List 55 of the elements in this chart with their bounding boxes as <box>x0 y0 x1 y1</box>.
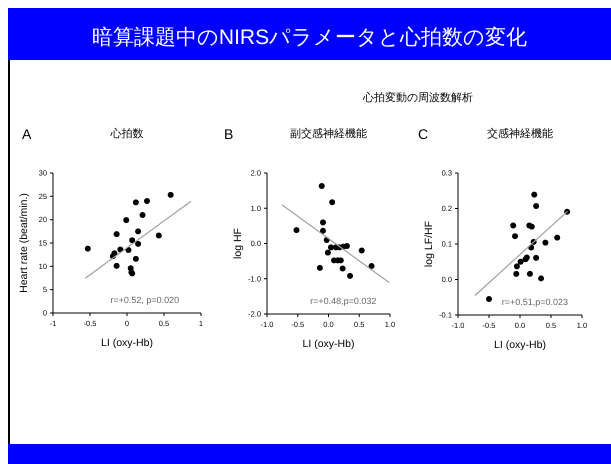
point <box>324 250 331 256</box>
point <box>294 227 300 234</box>
point <box>168 192 174 198</box>
text: C <box>418 126 428 142</box>
text: 暗算課題中のNIRSパラメータと心拍数の変化 <box>92 26 528 49</box>
point <box>542 240 548 246</box>
annotation: r=+0.52, p=0.020 <box>110 295 180 305</box>
chart-title: 副交感神経機能 <box>290 127 367 140</box>
point <box>554 234 560 241</box>
point <box>320 219 326 226</box>
chart-title: 心拍数 <box>110 127 144 140</box>
point <box>318 183 325 190</box>
x-axis-title: LI (oxy-Hb) <box>101 337 153 349</box>
point <box>510 222 516 229</box>
x-axis-title: LI (oxy-Hb) <box>494 339 546 351</box>
point <box>156 232 162 239</box>
chart-title: 交感神経機能 <box>487 127 553 140</box>
point <box>340 266 346 272</box>
text: A <box>22 126 32 142</box>
point <box>132 199 139 206</box>
y-axis-title: log HF <box>232 228 244 259</box>
point <box>526 270 533 277</box>
point <box>514 263 520 270</box>
point <box>513 270 520 277</box>
point <box>531 192 538 198</box>
point <box>329 199 336 206</box>
point <box>347 272 354 279</box>
annotation: r=+0.51,p=0.023 <box>502 297 568 307</box>
point <box>114 231 120 238</box>
point <box>132 256 139 262</box>
point <box>114 262 120 269</box>
point <box>538 275 544 282</box>
point <box>129 237 136 244</box>
y-axis-title: log LF/HF <box>423 220 435 268</box>
point <box>368 263 375 270</box>
point <box>533 203 540 210</box>
text: 心拍変動の周波数解析 <box>362 91 473 104</box>
point <box>135 228 142 234</box>
point <box>320 228 326 234</box>
point <box>518 258 524 265</box>
point <box>528 224 535 230</box>
point <box>140 212 146 218</box>
point <box>135 240 142 247</box>
text: B <box>224 126 234 142</box>
point <box>486 296 492 302</box>
point <box>144 198 150 204</box>
point <box>512 233 518 240</box>
x-axis-title: LI (oxy-Hb) <box>302 338 354 350</box>
point <box>84 246 91 252</box>
point <box>358 248 365 254</box>
point <box>123 217 130 224</box>
y-axis-title: Heart rate (beat/min.) <box>18 193 30 293</box>
point <box>316 264 323 271</box>
point <box>533 254 540 261</box>
annotation: r=+0.48,p=0.032 <box>310 296 376 306</box>
